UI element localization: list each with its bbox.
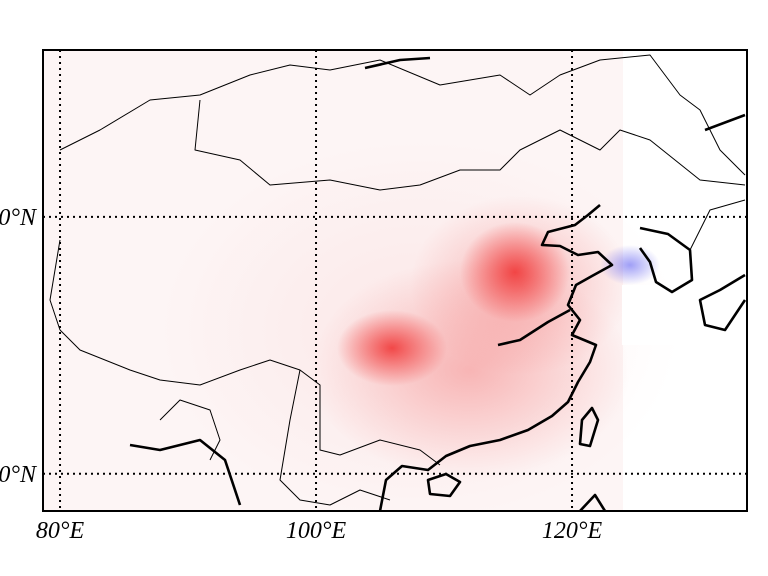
map-frame [42, 49, 748, 512]
x-tick-label: 100°E [286, 518, 347, 544]
coastlines [129, 56, 747, 511]
x-tick-label: 120°E [542, 518, 603, 544]
y-tick-label: 40°N [0, 205, 38, 231]
y-tick-label: 20°N [0, 462, 38, 488]
blank-patch [622, 285, 747, 345]
north-china-hotspot [460, 222, 570, 322]
x-tick-label: 80°E [36, 518, 85, 544]
map-area [43, 50, 747, 511]
borders [49, 54, 746, 506]
sichuan-hotspot [337, 310, 447, 386]
